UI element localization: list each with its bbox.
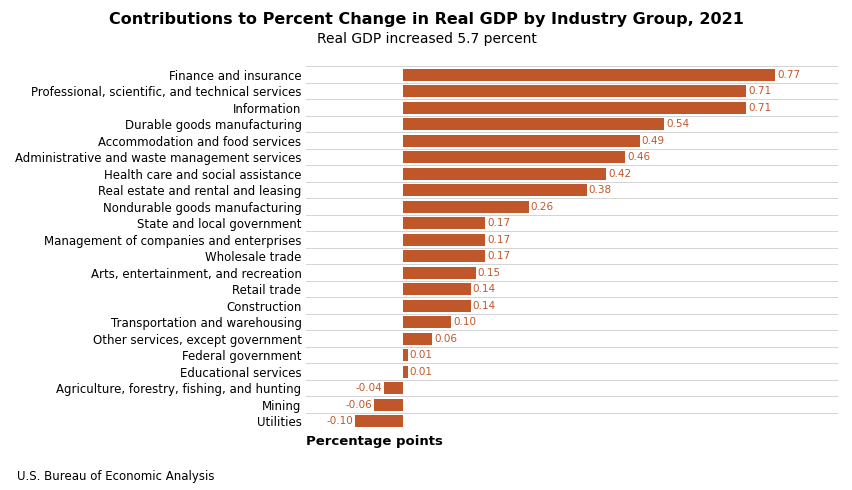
Text: 0.17: 0.17 (486, 218, 509, 228)
Text: 0.49: 0.49 (641, 136, 664, 146)
Text: 0.17: 0.17 (486, 251, 509, 261)
Text: -0.06: -0.06 (345, 400, 371, 410)
Text: -0.10: -0.10 (325, 416, 353, 426)
Text: 0.71: 0.71 (747, 86, 770, 96)
Bar (402, 118, 663, 130)
Bar (402, 349, 407, 361)
Text: 0.71: 0.71 (747, 103, 770, 113)
Text: 0.38: 0.38 (588, 185, 611, 195)
Bar (402, 366, 407, 378)
Text: 0.06: 0.06 (434, 334, 457, 343)
Bar (402, 151, 625, 163)
Bar (402, 234, 485, 245)
Text: 0.54: 0.54 (665, 119, 688, 129)
Bar (402, 316, 451, 328)
Bar (402, 267, 475, 279)
Text: 0.46: 0.46 (626, 152, 649, 162)
Bar (402, 333, 431, 344)
Bar (402, 102, 746, 114)
X-axis label: Percentage points: Percentage points (306, 435, 443, 448)
Text: 0.77: 0.77 (776, 70, 799, 80)
Bar (402, 85, 746, 97)
Text: -0.04: -0.04 (354, 383, 382, 393)
Bar (354, 416, 402, 427)
Bar (402, 184, 586, 196)
Text: 0.14: 0.14 (472, 284, 495, 294)
Text: 0.26: 0.26 (530, 202, 553, 212)
Text: 0.10: 0.10 (452, 317, 475, 327)
Bar (402, 250, 485, 262)
Text: 0.42: 0.42 (607, 169, 630, 179)
Bar (383, 382, 402, 394)
Text: U.S. Bureau of Economic Analysis: U.S. Bureau of Economic Analysis (17, 469, 215, 483)
Bar (402, 283, 470, 295)
Text: 0.01: 0.01 (409, 367, 432, 377)
Text: 0.17: 0.17 (486, 235, 509, 245)
Text: Contributions to Percent Change in Real GDP by Industry Group, 2021: Contributions to Percent Change in Real … (109, 12, 743, 27)
Bar (402, 168, 605, 180)
Bar (373, 399, 402, 411)
Bar (402, 135, 639, 147)
Text: 0.01: 0.01 (409, 350, 432, 360)
Bar (402, 201, 528, 213)
Bar (402, 217, 485, 229)
Text: 0.15: 0.15 (477, 268, 500, 278)
Text: 0.14: 0.14 (472, 301, 495, 311)
Bar (402, 69, 774, 81)
Bar (402, 300, 470, 312)
Text: Real GDP increased 5.7 percent: Real GDP increased 5.7 percent (316, 32, 536, 46)
